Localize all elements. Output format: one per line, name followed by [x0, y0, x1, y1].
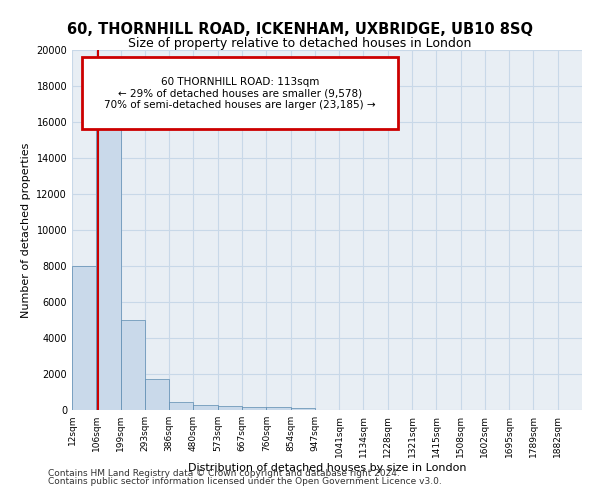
Text: Contains public sector information licensed under the Open Government Licence v3: Contains public sector information licen… [48, 477, 442, 486]
Text: 60 THORNHILL ROAD: 113sqm
← 29% of detached houses are smaller (9,578)
70% of se: 60 THORNHILL ROAD: 113sqm ← 29% of detac… [104, 76, 376, 110]
Text: 60, THORNHILL ROAD, ICKENHAM, UXBRIDGE, UB10 8SQ: 60, THORNHILL ROAD, ICKENHAM, UXBRIDGE, … [67, 22, 533, 38]
Bar [82, 57, 398, 129]
Bar [290, 408, 315, 410]
Bar [218, 406, 242, 410]
Bar [145, 378, 169, 410]
Y-axis label: Number of detached properties: Number of detached properties [21, 142, 31, 318]
Bar [121, 320, 145, 410]
X-axis label: Distribution of detached houses by size in London: Distribution of detached houses by size … [188, 462, 466, 472]
Bar [96, 104, 121, 410]
Text: Contains HM Land Registry data © Crown copyright and database right 2024.: Contains HM Land Registry data © Crown c… [48, 468, 400, 477]
Bar [72, 266, 96, 410]
Bar [242, 408, 266, 410]
Bar [193, 404, 218, 410]
Bar [266, 408, 290, 410]
Text: Size of property relative to detached houses in London: Size of property relative to detached ho… [128, 38, 472, 51]
Bar [169, 402, 193, 410]
